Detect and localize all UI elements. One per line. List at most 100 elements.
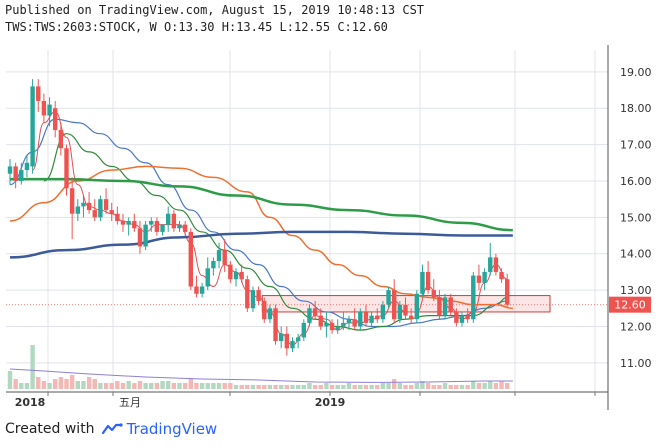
candle-body (7, 166, 13, 174)
volume-bar (352, 385, 357, 389)
candle (194, 275, 199, 298)
candle-body (454, 311, 459, 323)
volume-bar (425, 383, 431, 389)
volume-bar (211, 383, 216, 389)
candle (233, 268, 239, 287)
volume-bar (53, 379, 58, 389)
volume-bar (166, 381, 171, 389)
candle (290, 337, 295, 352)
candle-body (375, 315, 380, 320)
candle-body (194, 286, 199, 294)
candle (369, 311, 374, 327)
volume-bar (30, 345, 35, 389)
y-tick-label: 19.00 (620, 66, 652, 79)
candle-body (149, 221, 154, 225)
candle (363, 304, 369, 327)
volume-bar (69, 375, 75, 389)
candle-body (160, 224, 165, 232)
candle (335, 319, 340, 334)
candle (471, 271, 476, 323)
footer: Created with TradingView (5, 420, 217, 438)
candle-body (47, 104, 52, 116)
candle (408, 308, 414, 323)
volume-bar (103, 383, 109, 389)
candle (64, 144, 69, 196)
candle-body (245, 279, 250, 309)
candle (182, 221, 188, 236)
candle-body (58, 130, 64, 149)
volume-bar (132, 383, 137, 389)
grid (6, 50, 608, 392)
candle (137, 221, 143, 254)
candle (239, 264, 244, 283)
candle-body (256, 290, 261, 302)
volume-bar (115, 381, 120, 389)
candle (24, 155, 30, 178)
candle (262, 297, 267, 323)
candle-body (476, 275, 482, 283)
volume-bar (154, 383, 160, 389)
publish-info: Published on TradingView.com, August 15,… (5, 3, 425, 17)
candle (177, 221, 182, 232)
candle (58, 122, 64, 156)
candle-body (109, 210, 114, 214)
candle-body (103, 199, 109, 211)
volume-bar (488, 381, 493, 389)
candle (47, 97, 52, 127)
moving-average-line (9, 230, 513, 259)
candle (109, 202, 114, 221)
candle-body (98, 199, 103, 218)
volume-bar (58, 377, 64, 389)
volume-bar (171, 383, 177, 389)
candle-body (284, 333, 290, 349)
candle (132, 213, 137, 232)
y-tick-label: 18.00 (620, 102, 652, 115)
volume-bar (437, 385, 442, 389)
candle (459, 311, 465, 327)
volume-bar (459, 385, 465, 389)
candle-body (403, 304, 408, 316)
volume-bar (279, 385, 284, 389)
candle (341, 311, 346, 331)
volume-bar (98, 383, 103, 389)
volume-bar (375, 385, 380, 389)
candle (301, 319, 306, 342)
candle-body (64, 148, 69, 189)
y-tick-label: 16.00 (620, 175, 652, 188)
volume-bar (228, 383, 233, 389)
tradingview-brand[interactable]: TradingView (101, 420, 217, 438)
volume-bar (505, 383, 510, 389)
candle-body (13, 166, 18, 181)
candle-body (414, 293, 419, 320)
last-price-badge (609, 296, 651, 313)
volume-bar (262, 385, 267, 389)
candle-body (301, 322, 306, 338)
y-tick-label: 13.00 (620, 284, 652, 297)
candle (154, 217, 160, 236)
candle (346, 315, 352, 331)
candle-body (341, 322, 346, 327)
volume-bar (245, 385, 250, 389)
volume-bar (493, 383, 499, 389)
candle (318, 308, 323, 331)
volume-bar (120, 383, 126, 389)
candle (442, 293, 448, 320)
candle (250, 286, 256, 312)
candle-body (75, 206, 80, 214)
volume-bar (392, 379, 397, 389)
candle-body (216, 250, 222, 262)
volume-bar (149, 383, 154, 389)
volume-bar (499, 381, 504, 389)
candle-body (228, 264, 233, 280)
candle (420, 264, 425, 298)
candle (324, 311, 329, 338)
candle-body (505, 279, 510, 305)
volume-bar (431, 385, 436, 389)
volume-bar (233, 385, 239, 389)
candle (53, 100, 58, 138)
candle-body (408, 315, 414, 320)
candle-body (386, 290, 391, 305)
candle-body (86, 202, 92, 211)
candle (295, 333, 301, 349)
